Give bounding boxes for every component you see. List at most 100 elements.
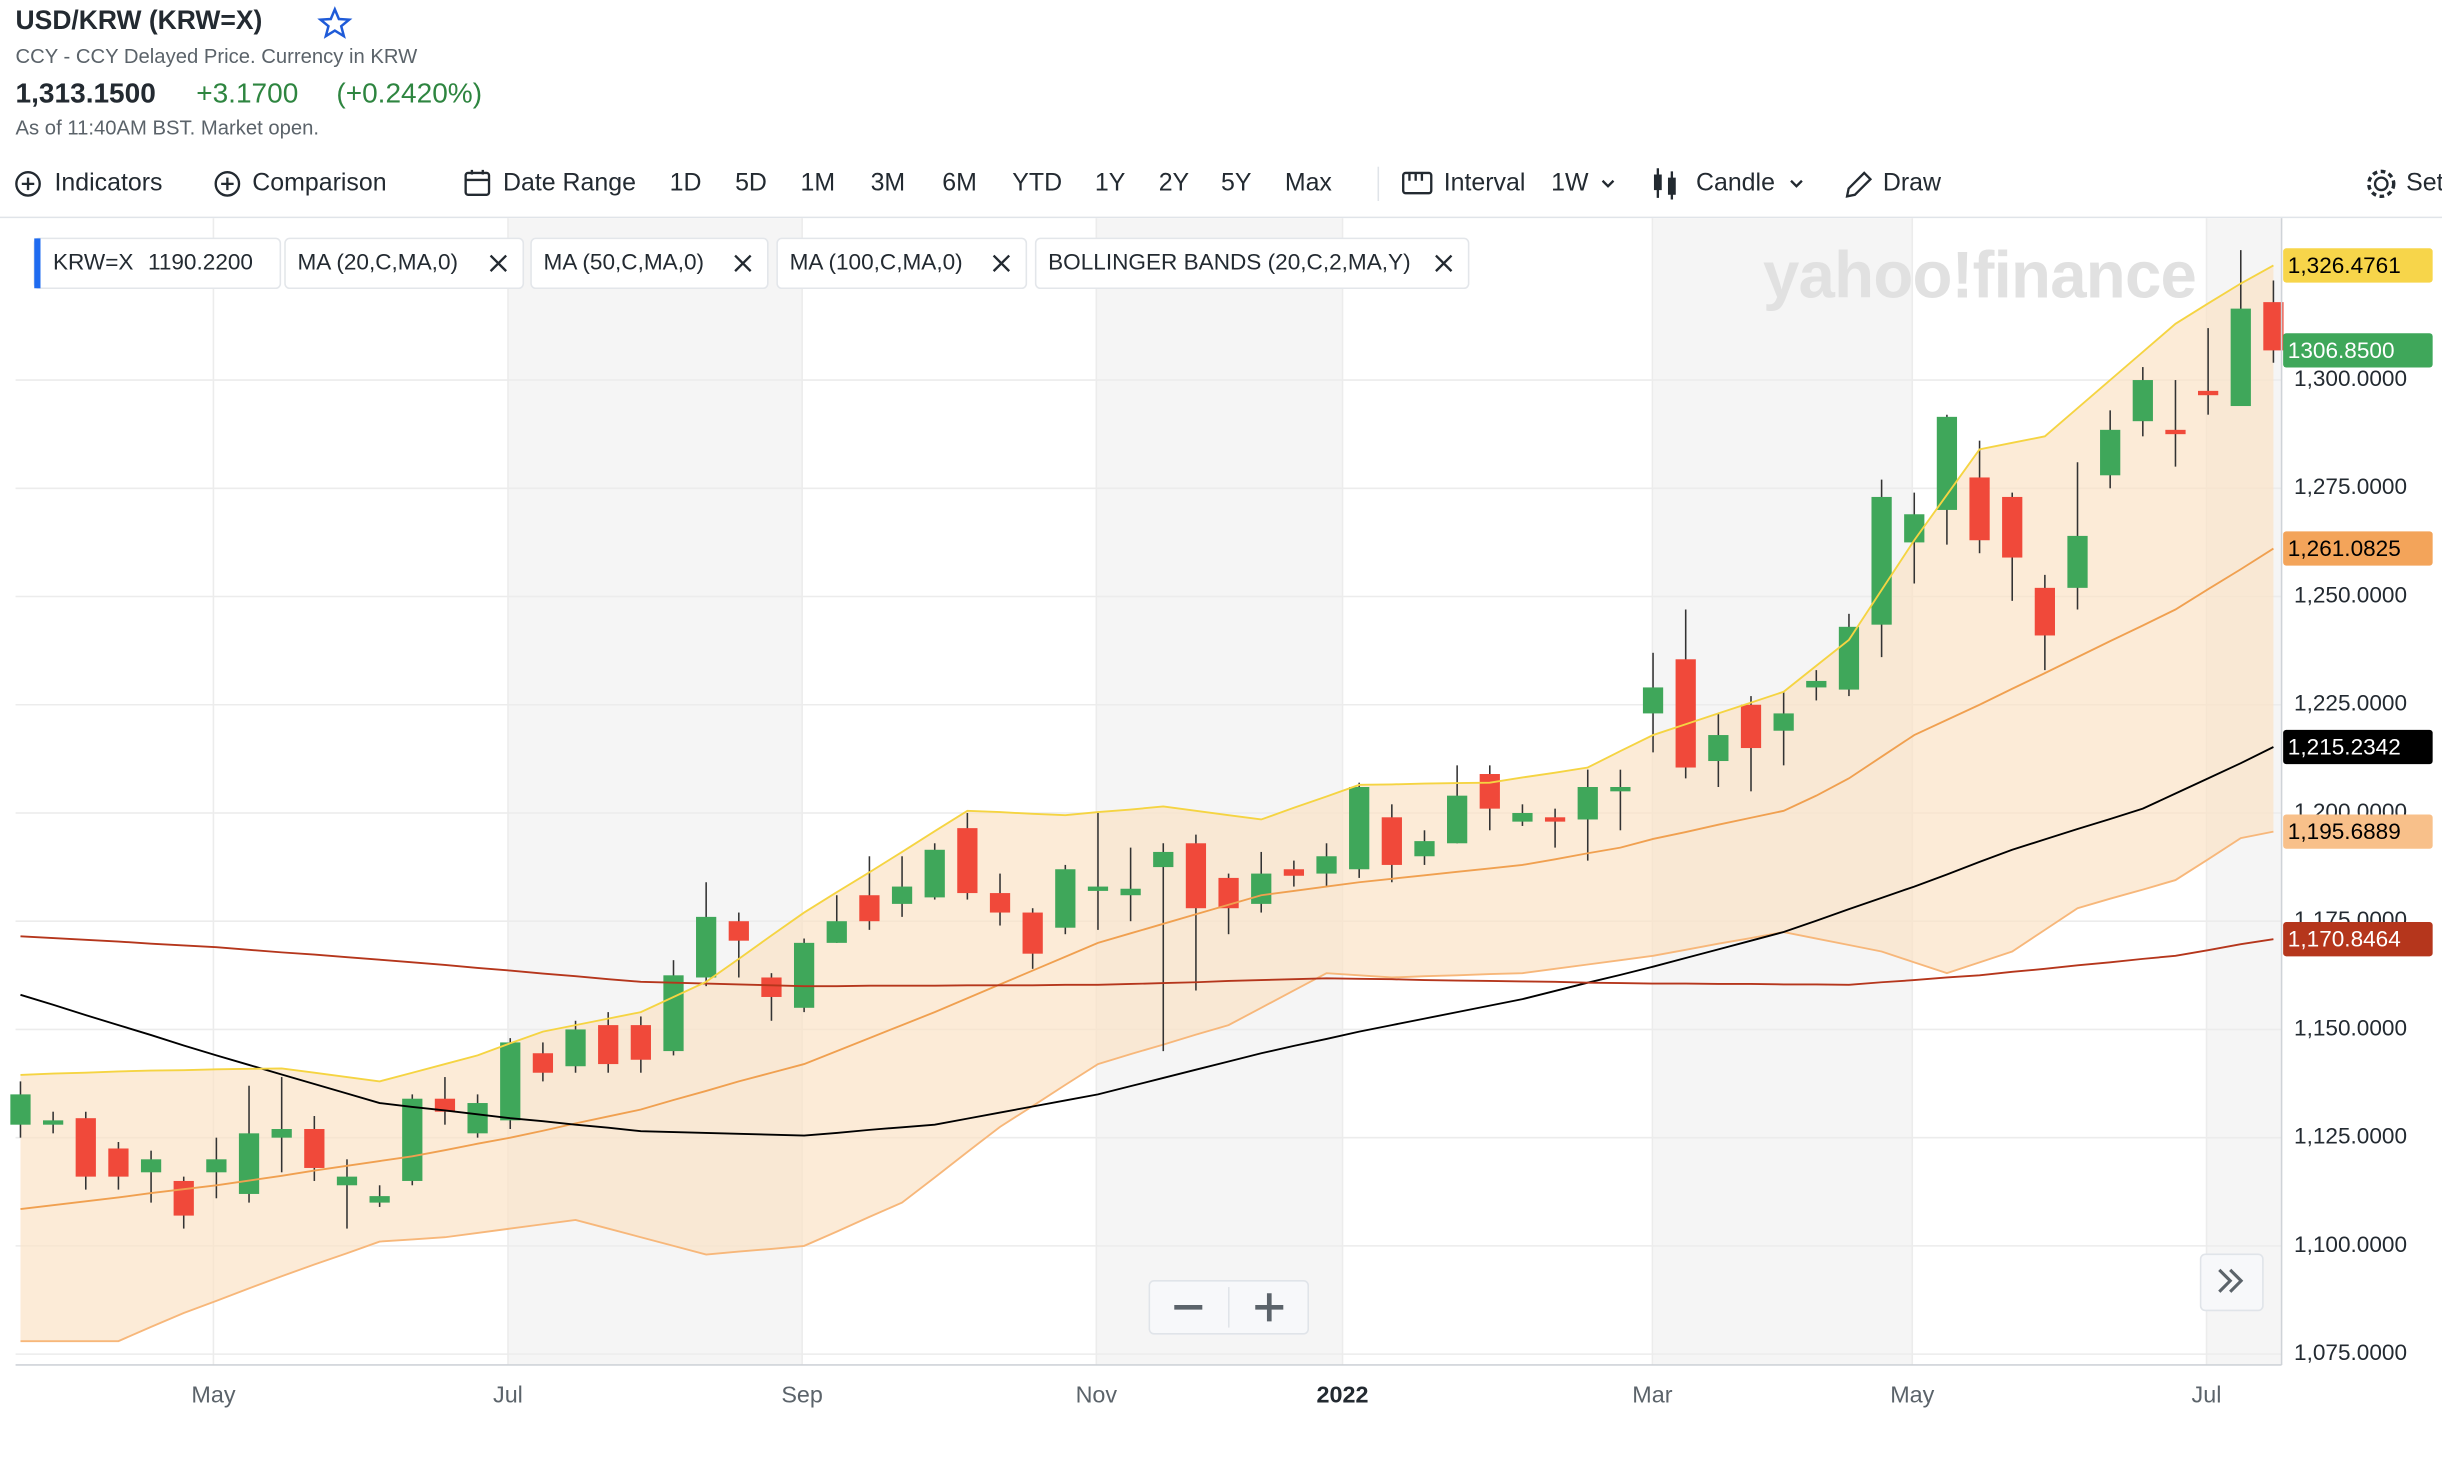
- candle-body: [1022, 912, 1043, 954]
- candle-body: [1773, 713, 1794, 731]
- candle-body: [1610, 787, 1631, 792]
- price-tag-label: 1,326.4761: [2288, 253, 2401, 278]
- candle-body: [630, 1025, 651, 1060]
- candle-body: [1349, 787, 1370, 870]
- comparison-button[interactable]: Comparison: [252, 168, 386, 196]
- x-tick-label: Jul: [2192, 1381, 2222, 1407]
- price-tag-label: 1,215.2342: [2288, 735, 2401, 760]
- candle-body: [1577, 787, 1598, 820]
- price-tag: [2283, 531, 2433, 566]
- range-button[interactable]: Max: [1285, 168, 1333, 196]
- candle-body: [728, 921, 749, 941]
- candle-body: [1838, 626, 1860, 690]
- scroll-end-button[interactable]: [2199, 1253, 2264, 1312]
- candle-body: [500, 1042, 521, 1121]
- price-tag-label: 1306.8500: [2288, 338, 2395, 363]
- candle-body: [1806, 680, 1827, 688]
- candle-body: [1544, 817, 1566, 822]
- legend-symbol-bar: [34, 238, 41, 289]
- range-button[interactable]: 6M: [942, 168, 977, 196]
- draw-button[interactable]: Draw: [1883, 168, 1942, 196]
- comparison-icon: [214, 171, 241, 197]
- candle-body: [924, 849, 945, 898]
- legend-series-name: MA (50,C,MA,0): [544, 249, 705, 274]
- range-button[interactable]: 5D: [735, 168, 767, 196]
- y-tick-label: 1,075.0000: [2294, 1340, 2407, 1365]
- candle-body: [1185, 843, 1207, 909]
- candle-body: [2132, 380, 2153, 422]
- bollinger-fill: [20, 265, 2274, 1342]
- legend-remove[interactable]: [489, 254, 507, 272]
- candle-body: [43, 1120, 64, 1125]
- watch-star[interactable]: [317, 6, 353, 39]
- toolbar: Indicators Comparison Date Range 1D 5D 1M 3…: [15, 166, 2442, 202]
- x-tick-label: Mar: [1632, 1381, 1672, 1407]
- x-tick-label: 2022: [1317, 1381, 1369, 1407]
- candle-body: [1642, 687, 1664, 714]
- date-range-button[interactable]: Date Range: [503, 168, 636, 196]
- candle-body: [1512, 812, 1533, 822]
- candle-body: [1055, 869, 1076, 928]
- candle-body: [989, 893, 1011, 913]
- candle-body: [598, 1025, 619, 1065]
- legend-remove[interactable]: [1435, 254, 1453, 272]
- quote-status: As of 11:40AM BST. Market open.: [16, 118, 319, 140]
- legend-remove[interactable]: [734, 254, 752, 272]
- candle-body: [891, 886, 913, 904]
- scroll-end-icon: [2218, 1268, 2244, 1293]
- quote-title: USD/KRW (KRW=X): [16, 5, 263, 35]
- range-button[interactable]: 1D: [670, 168, 702, 196]
- candle-body: [859, 895, 880, 922]
- legend: MA (20,C,MA,0) MA (50,C,MA,0) MA (100,C,MA…: [33, 237, 1470, 290]
- price-tag: [2283, 248, 2433, 283]
- interval-chevron: [1601, 179, 1615, 188]
- legend-series-name: MA (20,C,MA,0): [297, 249, 458, 274]
- candle-body: [336, 1176, 358, 1186]
- y-tick-label: 1,250.0000: [2294, 582, 2407, 607]
- legend-chip[interactable]: [284, 237, 525, 290]
- candle-body: [434, 1098, 456, 1112]
- legend-chip[interactable]: [776, 237, 1028, 290]
- x-tick-label: May: [191, 1381, 235, 1407]
- chart-style-chevron: [1790, 179, 1803, 188]
- candle-body: [467, 1103, 488, 1134]
- range-button[interactable]: 2Y: [1159, 168, 1190, 196]
- moving-average: [20, 547, 2274, 1211]
- legend-chip[interactable]: [530, 237, 769, 290]
- legend-chip[interactable]: [1034, 237, 1470, 290]
- candle-body: [1871, 496, 1892, 625]
- range-button[interactable]: YTD: [1012, 168, 1062, 196]
- zoom-in-button[interactable]: [1255, 1293, 1284, 1322]
- candle-body: [1316, 856, 1337, 874]
- quote-subtitle: CCY - CCY Delayed Price. Currency in KRW: [16, 46, 419, 68]
- price-tag-label: 1,170.8464: [2288, 927, 2401, 952]
- candle-body: [532, 1053, 554, 1073]
- candle-body: [369, 1196, 390, 1203]
- candle-body: [206, 1159, 227, 1173]
- candle-body: [957, 828, 978, 894]
- quote-change-pct: (+0.2420%): [336, 77, 482, 108]
- chart-style-button[interactable]: Candle: [1696, 168, 1775, 196]
- legend-readout: 1190.2200: [148, 249, 253, 274]
- settings-button[interactable]: Set: [2406, 168, 2442, 196]
- period-shade: [1096, 218, 1343, 1365]
- x-tick-label: Nov: [1076, 1381, 1118, 1407]
- range-button[interactable]: 1M: [801, 168, 836, 196]
- range-button[interactable]: 3M: [871, 168, 906, 196]
- candle-body: [1479, 774, 1500, 809]
- range-button[interactable]: 5Y: [1221, 168, 1252, 196]
- range-button[interactable]: 1Y: [1095, 168, 1126, 196]
- interval-icon: [1402, 171, 1433, 195]
- indicators-icon: [15, 171, 41, 197]
- candle-body: [2230, 308, 2251, 407]
- interval-label[interactable]: Interval: [1444, 168, 1526, 196]
- candle-body: [1251, 873, 1272, 904]
- candle-body: [2002, 496, 2023, 558]
- indicators-button[interactable]: Indicators: [55, 168, 163, 196]
- candle-body: [271, 1129, 292, 1138]
- candle-body: [1153, 851, 1174, 868]
- quote-price: 1,313.1500: [16, 77, 156, 108]
- interval-value[interactable]: 1W: [1551, 168, 1589, 196]
- legend-remove[interactable]: [992, 254, 1011, 272]
